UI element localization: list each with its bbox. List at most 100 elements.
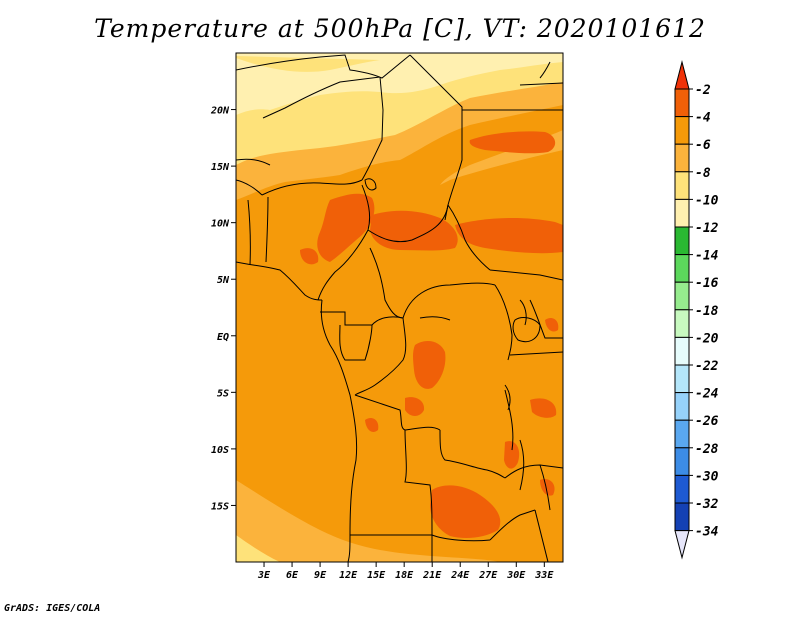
coast-egypt-redsea [519,82,563,86]
warm-patch-angola [365,418,379,432]
border-libya-egypt [409,54,563,111]
border-benin-nigeria [265,196,269,263]
coast-lake-albert [519,299,527,326]
border-lake-malawi [519,439,525,491]
colorbar-segment [674,364,690,394]
colorbar-segment [674,419,690,449]
border-drc-uganda [494,284,513,361]
colorbar-segment [674,309,690,338]
band-minus-12-to-10-b [236,56,380,72]
border-angola-drc [354,394,441,431]
border-chad-libya [361,76,384,181]
warm-patch-east-1 [530,398,557,418]
border-zambia-zimbabwe [489,509,536,541]
border-chad-sudan [444,110,463,221]
colorbar-label: -10 [695,193,719,208]
band-southwest-minus-10-to-8 [236,535,280,562]
lon-tick-label: 15E [367,570,386,581]
border-angola-zambia [404,429,433,536]
border-drc-angola-east [439,429,506,479]
colorbar-label: -4 [695,111,711,126]
colorbar-segment [674,88,690,118]
warm-patch-zambia [430,485,501,538]
border-niger-north [262,76,381,119]
colorbar-top-arrow [674,60,690,90]
lat-tick-label: 5S [217,388,229,399]
warm-patch-east-2 [540,479,555,496]
colorbar-label: -32 [695,497,719,512]
colorbar-label: -12 [695,221,719,236]
band-southwest-minus-8-to-6 [236,480,500,562]
border-kenya-uganda [529,299,563,339]
colorbar-label: -18 [695,304,719,319]
lon-tick-label: 30E [506,570,526,581]
lat-tick-label: 5N [217,275,230,286]
lon-tick-label: 21E [422,570,442,581]
lon-tick-label: 27E [478,570,498,581]
colorbar-segment [674,254,690,283]
grads-credit: GrADS: IGES/COLA [4,603,101,614]
colorbar-segment [674,226,690,256]
lon-tick-label: 9E [314,570,327,581]
warm-patch-congo-1 [413,340,446,389]
border-benin-togo [247,199,251,266]
border-mali-niger [236,158,271,166]
colorbar-segment [674,171,690,200]
border-zambia-malawi [539,464,551,511]
colorbar: -2 -4 -6 -8 -10 -12 -14 -16 -18 -20 -22 -24 -26 -28 -3… [674,60,719,560]
warm-patch-east-3 [545,318,559,332]
border-car-drc [402,282,496,319]
warm-patch-cameroon [317,193,375,262]
coast-lake-victoria [512,317,541,343]
colorbar-segment [674,116,690,145]
colorbar-segment [674,392,690,421]
colorbar-label: -34 [695,525,719,540]
longitude-axis: 3E 6E 9E 12E 15E 18E 21E 24E 27E 30E 33E [257,562,554,581]
coast-gulf [320,299,358,562]
colorbar-segment [674,198,690,228]
lon-tick-label: 24E [450,570,470,581]
border-lake-tanganyika [504,389,514,451]
lon-tick-label: 3E [257,570,271,581]
warm-patches [300,131,563,538]
border-tanzania [504,464,563,479]
colorbar-segment [674,447,690,476]
warm-patch-chad [469,131,556,154]
figure-title: Temperature at 500hPa [C], VT: 202010161… [94,14,706,43]
lon-tick-label: 6E [286,570,299,581]
border-mozambique [534,509,549,562]
lon-tick-label: 33E [534,570,554,581]
coast-lake-kivu [504,384,511,411]
colorbar-label: -30 [695,469,719,484]
border-chad-car [367,204,449,243]
border-algeria-libya [236,54,411,79]
colorbar-label: -14 [695,249,719,264]
colorbar-label: -28 [695,442,719,457]
latitude-axis: 20N 15N 10N 5N EQ 5S 10S 15S [210,106,236,512]
colorbar-label: -2 [695,83,711,98]
colorbar-label: -20 [695,331,719,346]
warm-patch-congo-2 [405,397,425,416]
colorbar-segment [674,143,690,173]
colorbar-label: -24 [695,387,719,402]
border-gabon-congo [339,324,373,361]
colorbar-segment [674,336,690,366]
lon-tick-label: 18E [395,570,414,581]
border-cameroon-gabon [320,311,372,326]
temperature-field [236,53,563,562]
lat-tick-label: 15N [211,162,230,173]
border-nigeria-cameroon [317,184,371,301]
lon-tick-label: 12E [339,570,358,581]
colorbar-label: -16 [695,276,719,291]
coast-westafrica [236,261,323,301]
border-car-cameroon [369,247,404,319]
border-niger-nigeria [261,179,363,196]
borders [236,54,563,562]
lat-tick-label: EQ [217,332,229,343]
colorbar-segment [674,281,690,311]
lat-tick-label: 15S [211,501,229,512]
lat-tick-label: 10N [211,219,230,230]
lat-tick-label: 20N [210,106,230,117]
